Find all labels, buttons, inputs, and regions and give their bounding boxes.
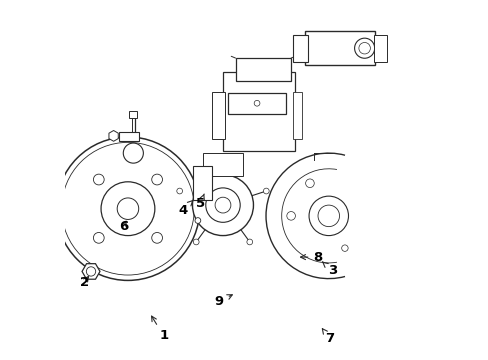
Bar <box>223 72 294 151</box>
Circle shape <box>193 239 199 245</box>
Text: 2: 2 <box>80 276 89 289</box>
Circle shape <box>195 218 201 224</box>
Bar <box>228 93 285 114</box>
Circle shape <box>354 38 374 58</box>
Text: 6: 6 <box>119 220 128 233</box>
Bar <box>119 132 139 140</box>
Circle shape <box>246 239 252 245</box>
Circle shape <box>317 205 339 226</box>
Polygon shape <box>82 264 100 279</box>
Text: 5: 5 <box>195 194 204 210</box>
Circle shape <box>220 157 225 162</box>
Circle shape <box>308 196 348 235</box>
Circle shape <box>93 174 104 185</box>
Circle shape <box>192 175 253 235</box>
Circle shape <box>117 198 139 220</box>
Bar <box>235 58 290 81</box>
Circle shape <box>101 182 155 235</box>
Bar <box>129 111 137 118</box>
Bar <box>192 166 212 200</box>
Bar <box>203 153 242 176</box>
Circle shape <box>286 212 295 220</box>
Circle shape <box>305 179 314 188</box>
Circle shape <box>56 137 199 280</box>
Circle shape <box>254 100 260 106</box>
Circle shape <box>151 233 162 243</box>
Bar <box>292 92 301 139</box>
Bar <box>305 31 375 65</box>
Circle shape <box>341 245 347 251</box>
Circle shape <box>263 188 268 194</box>
Circle shape <box>151 174 162 185</box>
Circle shape <box>123 143 143 163</box>
Bar <box>212 92 224 139</box>
Polygon shape <box>109 131 118 141</box>
Circle shape <box>86 267 96 276</box>
Text: 4: 4 <box>178 201 192 217</box>
Circle shape <box>358 42 369 54</box>
Bar <box>373 36 386 62</box>
Circle shape <box>215 197 230 213</box>
Text: 9: 9 <box>214 295 232 308</box>
Text: 8: 8 <box>300 251 322 264</box>
Bar <box>292 36 307 62</box>
Circle shape <box>177 188 182 194</box>
Text: 3: 3 <box>322 262 336 277</box>
Circle shape <box>93 233 104 243</box>
Circle shape <box>205 188 240 222</box>
Text: 1: 1 <box>151 316 168 342</box>
Circle shape <box>61 142 194 275</box>
Text: 7: 7 <box>322 329 334 345</box>
